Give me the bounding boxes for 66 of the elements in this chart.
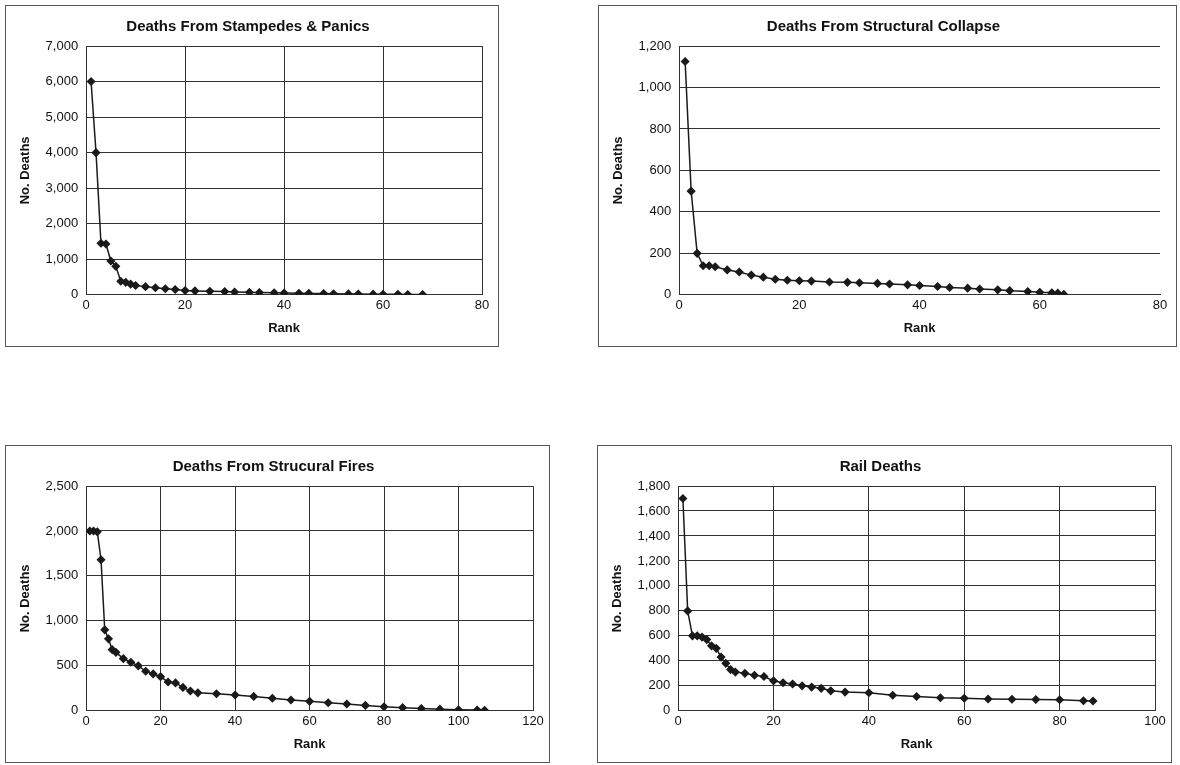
x-tick-label: 20 — [177, 297, 193, 313]
y-tick-label: 7,000 — [45, 37, 79, 53]
x-tick-label: 80 — [1052, 713, 1067, 729]
y-tick-label: 6,000 — [45, 73, 79, 89]
y-axis-title: No. Deaths — [609, 564, 625, 633]
chart-title: Deaths From Strucural Fires — [172, 457, 375, 475]
y-tick-label: 1,200 — [638, 37, 672, 53]
y-tick-label: 1,000 — [638, 79, 672, 95]
x-tick-label: 40 — [276, 297, 292, 313]
y-tick-label: 2,000 — [45, 522, 79, 538]
y-axis-title: No. Deaths — [610, 136, 626, 205]
y-tick-label: 500 — [56, 657, 79, 673]
y-tick-label: 5,000 — [45, 108, 79, 124]
x-tick-label: 40 — [861, 713, 877, 729]
x-axis-title: Rank — [268, 319, 301, 335]
y-tick-label: 0 — [663, 286, 672, 302]
x-tick-label: 120 — [522, 713, 544, 729]
x-tick-label: 100 — [1144, 713, 1166, 729]
x-tick-label: 40 — [227, 713, 243, 729]
y-axis-title: No. Deaths — [17, 564, 33, 633]
y-tick-label: 400 — [649, 203, 672, 219]
chart-title: Rail Deaths — [839, 457, 922, 475]
x-tick-label: 80 — [474, 297, 490, 313]
y-tick-label: 1,800 — [637, 477, 671, 493]
x-tick-label: 80 — [1152, 297, 1168, 313]
x-axis-title: Rank — [900, 735, 934, 751]
y-tick-label: 1,000 — [45, 250, 79, 266]
x-axis-title: Rank — [903, 319, 937, 335]
y-tick-label: 0 — [662, 702, 671, 718]
y-tick-label: 600 — [648, 627, 671, 643]
x-tick-label: 40 — [912, 297, 927, 313]
x-tick-label: 20 — [153, 713, 168, 729]
y-tick-label: 2,000 — [45, 215, 79, 231]
x-tick-label: 0 — [82, 713, 90, 729]
y-tick-label: 200 — [649, 244, 672, 260]
y-tick-label: 200 — [648, 677, 671, 693]
y-tick-label: 1,600 — [637, 502, 671, 518]
chart-title: Deaths From Stampedes & Panics — [126, 17, 370, 35]
y-axis-title: No. Deaths — [17, 136, 33, 205]
x-tick-label: 60 — [302, 713, 317, 729]
y-tick-label: 1,200 — [637, 552, 671, 568]
y-tick-label: 4,000 — [45, 144, 79, 160]
y-tick-label: 1,400 — [637, 527, 671, 543]
x-tick-label: 60 — [375, 297, 391, 313]
y-tick-label: 2,500 — [45, 477, 79, 493]
x-tick-label: 20 — [766, 713, 781, 729]
x-tick-label: 60 — [1032, 297, 1048, 313]
y-tick-label: 3,000 — [45, 179, 79, 195]
x-tick-label: 0 — [675, 297, 683, 313]
y-tick-label: 600 — [649, 161, 672, 177]
y-tick-label: 800 — [648, 602, 671, 618]
x-tick-label: 20 — [792, 297, 807, 313]
y-tick-label: 0 — [70, 286, 79, 302]
x-tick-label: 80 — [376, 713, 392, 729]
y-tick-label: 800 — [649, 120, 672, 136]
y-tick-label: 0 — [70, 702, 79, 718]
y-tick-label: 400 — [648, 652, 671, 668]
x-tick-label: 0 — [82, 297, 90, 313]
x-tick-label: 100 — [447, 713, 470, 729]
x-axis-title: Rank — [293, 735, 327, 751]
y-tick-label: 1,000 — [45, 612, 79, 628]
y-tick-label: 1,500 — [45, 567, 79, 583]
y-tick-label: 1,000 — [637, 577, 671, 593]
chart-title: Deaths From Structural Collapse — [766, 17, 1001, 35]
x-tick-label: 0 — [674, 713, 682, 729]
x-tick-label: 60 — [957, 713, 972, 729]
